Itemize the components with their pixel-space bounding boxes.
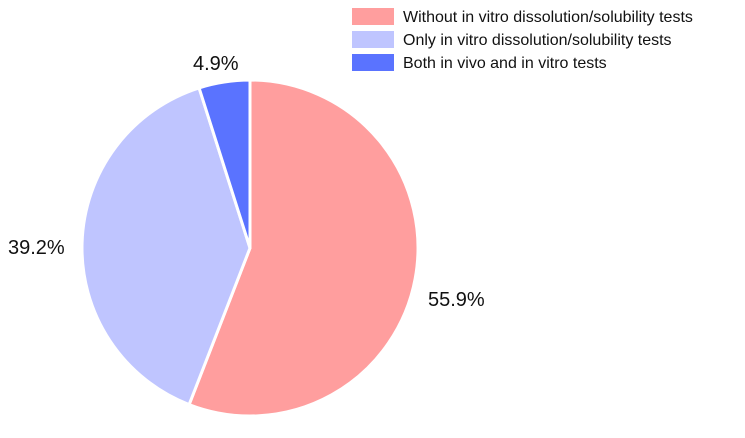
legend-swatch-without-in-vitro xyxy=(352,8,394,25)
legend-label-without-in-vitro: Without in vitro dissolution/solubility … xyxy=(403,9,693,26)
slice-labels: 55.9% 39.2% 4.9% xyxy=(8,53,485,311)
legend: Without in vitro dissolution/solubility … xyxy=(352,8,693,72)
pie-slices xyxy=(80,78,420,418)
pie-slice-without-in-vitro xyxy=(187,78,420,418)
legend-label-both-in-vivo-in-vitro: Both in vivo and in vitro tests xyxy=(403,55,607,72)
slice-label-without-in-vitro: 55.9% xyxy=(428,289,485,311)
legend-label-only-in-vitro: Only in vitro dissolution/solubility tes… xyxy=(403,32,672,49)
slice-label-both-in-vivo-in-vitro: 4.9% xyxy=(193,53,239,75)
legend-swatch-only-in-vitro xyxy=(352,31,394,48)
slice-label-only-in-vitro: 39.2% xyxy=(8,237,65,259)
pie-slice-both-in-vivo-in-vitro xyxy=(197,78,252,250)
legend-swatch-both-in-vivo-in-vitro xyxy=(352,54,394,71)
pie-slice-only-in-vitro xyxy=(80,86,252,407)
